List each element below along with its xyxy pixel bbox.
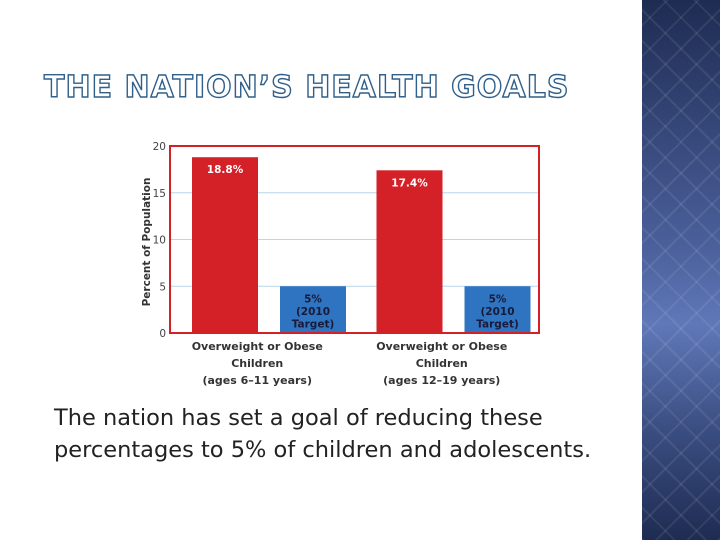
y-tick-label: 20 — [153, 141, 166, 153]
category-label: (ages 12–19 years) — [383, 374, 500, 387]
category-label: Children — [231, 357, 283, 370]
bar-data-label: 18.8% — [207, 164, 244, 176]
category-label: (ages 6–11 years) — [202, 374, 312, 387]
bar-data-label: 5% — [489, 293, 507, 305]
slide-title: THE NATION’S HEALTH GOALS — [43, 69, 570, 105]
bar-data-label: (2010 — [296, 306, 330, 318]
bar-data-label: Target) — [292, 318, 335, 330]
category-label: Overweight or Obese — [376, 340, 507, 353]
bar-target — [280, 286, 346, 333]
y-tick-label: 10 — [153, 235, 166, 247]
bar-data-label: 17.4% — [391, 177, 428, 189]
y-tick-label: 0 — [159, 328, 166, 340]
plot-frame — [169, 145, 540, 334]
bar-actual — [376, 170, 443, 333]
y-axis-label: Percent of Population — [141, 178, 153, 307]
y-tick-label: 5 — [159, 281, 166, 293]
bar-data-label: (2010 — [480, 306, 514, 318]
category-label: Children — [416, 357, 468, 370]
bar-actual — [192, 157, 258, 333]
y-tick-labels: 0 5 10 15 20 — [153, 141, 166, 340]
category-label: Overweight or Obese — [192, 340, 323, 353]
y-tick-label: 15 — [153, 188, 166, 200]
slide-caption: The nation has set a goal of reducing th… — [54, 405, 592, 463]
bar-data-label: 5% — [304, 293, 322, 305]
bar-target — [464, 286, 531, 333]
bar-data-label: Target) — [476, 318, 519, 330]
decorative-side-panel — [642, 0, 720, 540]
category-labels: Overweight or Obese Children (ages 6–11 ye… — [192, 340, 508, 387]
